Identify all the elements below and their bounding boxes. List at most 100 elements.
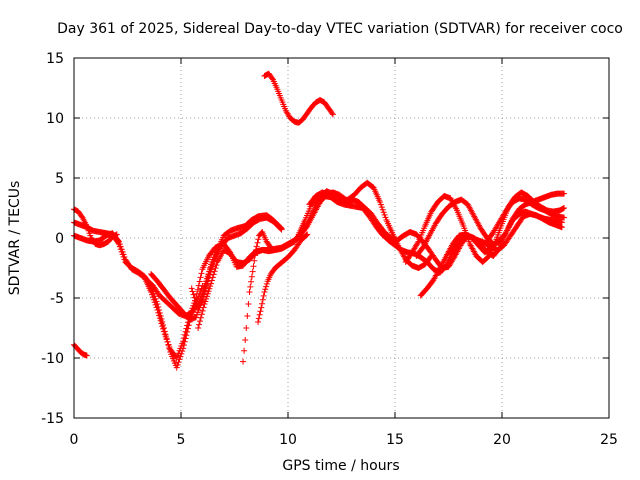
series-arc-18 <box>484 195 568 245</box>
data-point <box>195 325 202 331</box>
data-point <box>263 280 270 287</box>
series-arc-15 <box>417 211 565 299</box>
data-point <box>207 283 214 290</box>
data-point <box>250 263 257 270</box>
data-point <box>200 291 207 298</box>
data-point <box>203 293 210 300</box>
data-point <box>193 300 200 307</box>
data-point <box>117 243 124 250</box>
data-point <box>184 322 191 329</box>
data-point <box>115 238 122 245</box>
data-point <box>243 325 250 331</box>
data-point <box>213 262 220 269</box>
y-tick-label: 0 <box>55 231 64 247</box>
data-point <box>178 350 185 357</box>
data-point <box>195 307 202 313</box>
data-point <box>183 325 190 332</box>
data-point <box>201 289 208 295</box>
data-point <box>262 286 269 293</box>
data-point <box>205 288 212 295</box>
grid <box>74 58 609 418</box>
data-point <box>196 278 203 285</box>
y-tick-label: 15 <box>46 51 64 67</box>
data-point <box>260 292 267 299</box>
data-point <box>200 304 207 311</box>
data-point <box>120 251 127 258</box>
data-point <box>189 288 196 295</box>
y-tick-label: -5 <box>50 291 64 307</box>
data-point <box>255 236 262 243</box>
data-point <box>377 199 384 205</box>
data-point <box>161 331 168 338</box>
data-point <box>209 274 216 281</box>
x-tick-label: 5 <box>177 432 186 448</box>
data-point <box>175 359 182 366</box>
data-point <box>180 338 187 345</box>
series-arc-4 <box>71 230 227 361</box>
data-point <box>248 278 255 285</box>
data-point <box>329 110 336 117</box>
data-point <box>254 239 261 246</box>
data-point <box>204 290 211 297</box>
data-point <box>241 347 248 354</box>
data-point <box>379 206 386 213</box>
y-tick-label: 10 <box>46 111 64 127</box>
data-point <box>205 271 212 278</box>
data-point <box>158 320 165 327</box>
data-point <box>304 231 311 238</box>
data-point <box>149 294 156 301</box>
data-point <box>197 274 204 281</box>
y-tick-label: -15 <box>41 411 64 427</box>
data-point <box>160 328 167 335</box>
data-point <box>116 241 123 248</box>
data-point <box>180 335 187 342</box>
data-point <box>151 299 158 306</box>
data-point <box>277 225 284 232</box>
series-arc-13 <box>306 179 435 271</box>
x-tick-label: 10 <box>279 432 297 448</box>
data-point <box>380 209 387 216</box>
data-point <box>203 282 210 289</box>
data-point <box>212 265 219 272</box>
series-arc-10 <box>255 231 311 325</box>
series-arc-8 <box>195 188 356 331</box>
y-axis-label: SDTVAR / TECUs <box>7 181 23 296</box>
data-point <box>83 352 90 359</box>
data-point <box>208 277 215 284</box>
data-point <box>257 308 264 315</box>
data-point <box>199 294 206 301</box>
data-point <box>199 307 206 314</box>
data-point <box>255 319 262 325</box>
y-tick-label: -10 <box>41 351 64 367</box>
data-point <box>207 264 214 271</box>
data-point <box>190 291 197 298</box>
data-point <box>165 341 172 348</box>
data-point <box>561 190 568 197</box>
data-point <box>246 289 253 295</box>
series-arc-9 <box>240 229 274 365</box>
data-point <box>206 268 213 275</box>
data-point <box>163 336 170 343</box>
data-point <box>173 364 180 371</box>
data-point <box>267 243 274 250</box>
series-arc-11 <box>261 70 336 126</box>
data-point <box>196 301 203 308</box>
data-point <box>153 304 160 311</box>
data-point <box>211 268 218 275</box>
data-point <box>269 75 276 82</box>
data-point <box>202 298 209 305</box>
data-point <box>156 312 163 319</box>
data-point <box>155 309 162 316</box>
axis-ticks: 0 5 10 15 20 25 -15 -10 -5 0 5 10 15 <box>41 51 618 448</box>
data-point <box>561 205 568 211</box>
chart-title: Day 361 of 2025, Sidereal Day-to-day VTE… <box>57 21 623 37</box>
data-point <box>259 300 266 307</box>
data-point <box>248 273 255 280</box>
data-point <box>251 257 258 264</box>
data-point <box>249 268 256 275</box>
plot-frame <box>73 57 610 419</box>
data-point <box>196 321 203 328</box>
data-point <box>198 296 205 303</box>
data-point <box>377 201 384 208</box>
data-point <box>115 237 122 244</box>
